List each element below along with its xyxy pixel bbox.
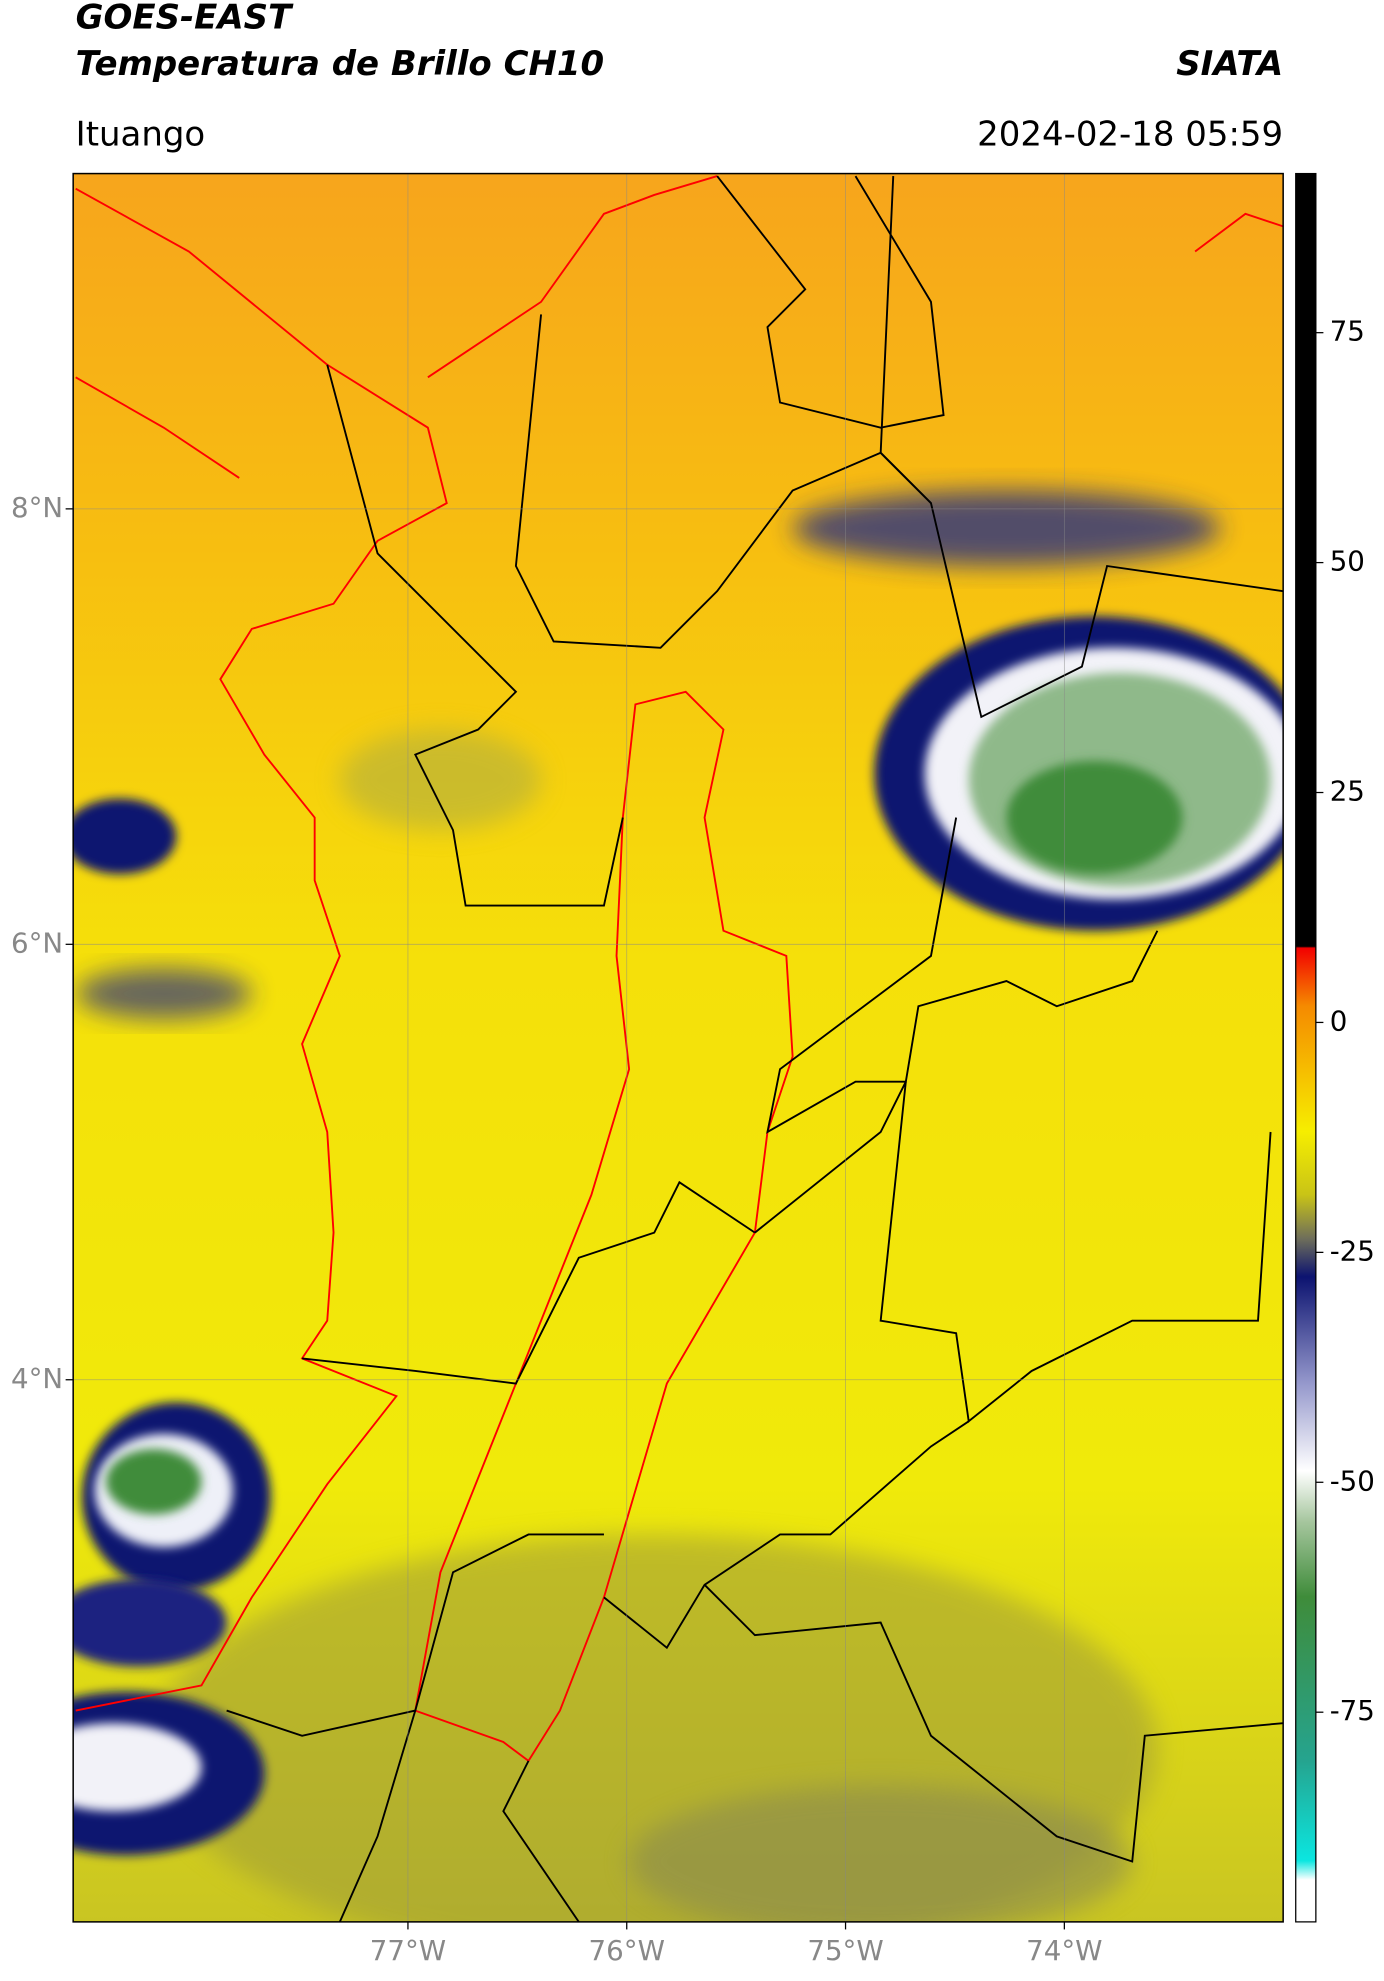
x-tick-label: 76°W xyxy=(589,1934,665,1967)
colorbar-tick-label: 75 xyxy=(1330,315,1365,348)
source: SIATA xyxy=(1176,44,1283,84)
colorbar-tick-label: -25 xyxy=(1330,1234,1375,1267)
title: GOES-EAST xyxy=(76,0,294,37)
map-frame xyxy=(72,172,1284,1923)
colorbar xyxy=(1295,172,1317,1923)
subtitle: Temperatura de Brillo CH10 xyxy=(76,44,604,84)
colorbar-tick-label: 50 xyxy=(1330,545,1365,578)
x-tick-label: 74°W xyxy=(1026,1934,1102,1967)
satellite-image xyxy=(73,173,1284,1922)
graticule: 77°W 76°W 75°W 74°W 8°N 6°N 4°N xyxy=(11,173,1284,1967)
colorbar-tick-label: -75 xyxy=(1330,1694,1375,1727)
y-tick-label: 8°N xyxy=(11,491,63,524)
colorbar-tick-label: -50 xyxy=(1330,1464,1375,1497)
y-tick-label: 4°N xyxy=(11,1362,63,1395)
x-tick-label: 77°W xyxy=(370,1934,446,1967)
colorbar-tick-label: 25 xyxy=(1330,775,1365,808)
colorbar-tick-label: 0 xyxy=(1330,1004,1348,1037)
y-tick-label: 6°N xyxy=(11,926,63,959)
x-tick-label: 75°W xyxy=(807,1934,883,1967)
colorbar-ticks: 75 50 25 0 -25 -50 -75 xyxy=(1315,315,1375,1727)
location: Ituango xyxy=(76,114,206,154)
datetime: 2024-02-18 05:59 xyxy=(977,114,1283,154)
